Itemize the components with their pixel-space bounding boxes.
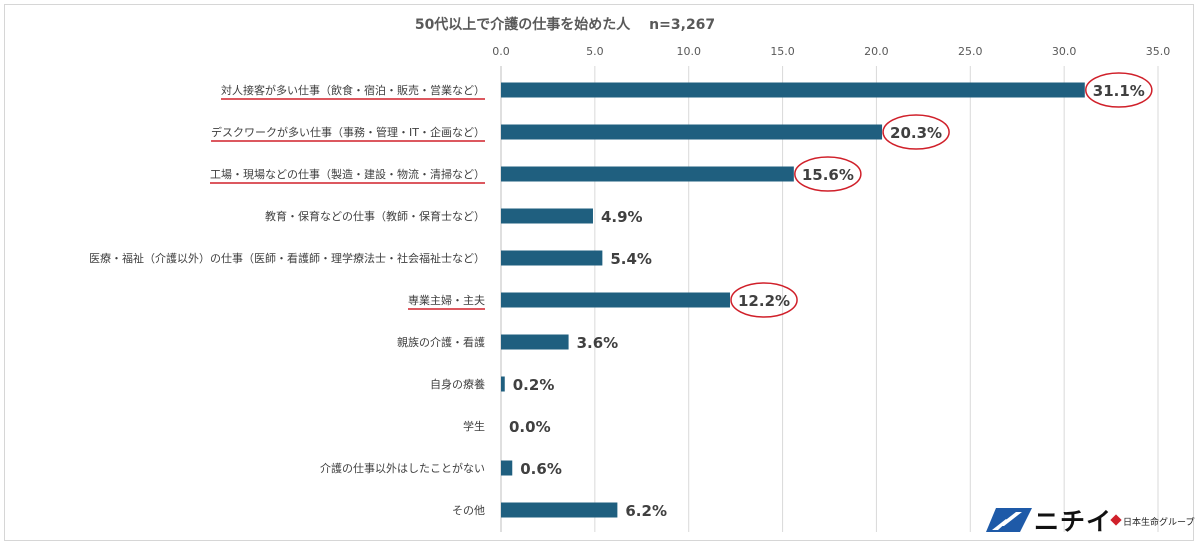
x-tick-label: 0.0	[492, 45, 510, 58]
x-tick-label: 20.0	[864, 45, 889, 58]
x-tick-label: 15.0	[770, 45, 795, 58]
value-label: 6.2%	[625, 502, 667, 520]
nissay-mark-icon	[1110, 514, 1122, 526]
bar	[501, 376, 505, 392]
value-label: 0.2%	[513, 376, 555, 394]
bar	[501, 292, 731, 308]
x-tick-label: 5.0	[586, 45, 604, 58]
category-label: 介護の仕事以外はしたことがない	[320, 461, 485, 475]
highlight-circle	[1085, 72, 1153, 108]
category-label: 医療・福祉（介護以外）の仕事（医師・看護師・理学療法士・社会福祉士など）	[89, 251, 485, 265]
nichii-logo-mark-icon	[986, 508, 1032, 532]
x-tick-label: 35.0	[1146, 45, 1171, 58]
category-label: 教育・保育などの仕事（教師・保育士など）	[265, 209, 485, 223]
highlight-circle	[882, 114, 950, 150]
chart-title: 50代以上で介護の仕事を始めた人 n=3,267	[414, 17, 716, 33]
category-label: 対人接客が多い仕事（飲食・宿泊・販売・営業など）	[221, 83, 485, 97]
value-label: 4.9%	[601, 208, 643, 226]
value-label: 20.3%	[890, 124, 942, 142]
bar	[501, 124, 883, 140]
bar	[501, 250, 603, 266]
bar	[501, 502, 618, 518]
highlight-circle	[730, 282, 798, 318]
value-label: 15.6%	[802, 166, 854, 184]
category-label: 工場・現場などの仕事（製造・建設・物流・清掃など）	[210, 167, 485, 181]
bar	[501, 460, 513, 476]
bar	[501, 82, 1085, 98]
highlight-circle	[794, 156, 862, 192]
category-label: 自身の療養	[430, 377, 485, 391]
x-tick-label: 25.0	[958, 45, 983, 58]
category-label: 親族の介護・看護	[397, 335, 485, 349]
value-label: 5.4%	[610, 250, 652, 268]
category-label: その他	[452, 504, 485, 517]
value-label: 0.0%	[509, 418, 551, 436]
bar	[501, 334, 569, 350]
x-tick-label: 30.0	[1052, 45, 1077, 58]
x-tick-label: 10.0	[676, 45, 701, 58]
value-label: 31.1%	[1093, 82, 1145, 100]
value-label: 12.2%	[738, 292, 790, 310]
value-label: 3.6%	[577, 334, 619, 352]
company-logo: ニチイ 日本生命グループ	[986, 506, 1194, 538]
bar	[501, 208, 593, 224]
category-label: 専業主婦・主夫	[408, 293, 485, 307]
category-label: デスクワークが多い仕事（事務・管理・IT・企画など）	[211, 125, 485, 139]
logo-group-text: 日本生命グループ	[1123, 518, 1195, 528]
value-label: 0.6%	[520, 460, 562, 478]
logo-wordmark: ニチイ	[1034, 507, 1113, 536]
category-label: 学生	[463, 419, 485, 433]
bar	[501, 166, 794, 182]
